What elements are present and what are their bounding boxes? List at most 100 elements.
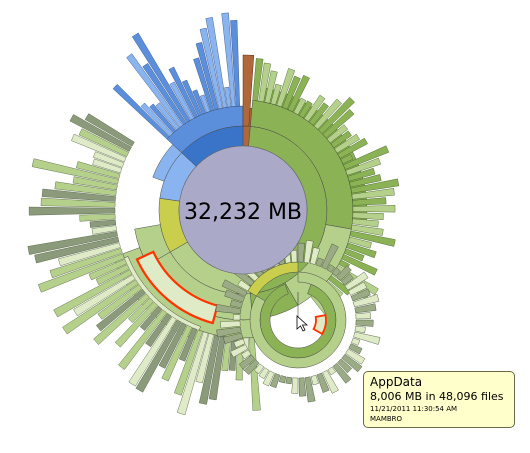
folder-segment[interactable] <box>34 236 120 264</box>
folder-segment[interactable] <box>331 267 341 277</box>
folder-segment[interactable] <box>216 326 242 338</box>
folder-segment[interactable] <box>149 103 177 134</box>
folder-segment[interactable] <box>262 370 275 387</box>
folder-segment[interactable] <box>27 231 118 255</box>
folder-segment[interactable] <box>126 53 184 128</box>
folder-segment[interactable] <box>73 274 136 317</box>
folder-segment[interactable] <box>252 58 264 102</box>
folder-segment[interactable] <box>258 62 272 103</box>
folder-segment[interactable] <box>92 158 123 174</box>
folder-segment[interactable] <box>322 369 339 394</box>
folder-segment[interactable] <box>313 98 343 130</box>
folder-segment[interactable] <box>135 319 182 393</box>
folder-segment[interactable] <box>316 372 330 393</box>
folder-segment[interactable] <box>97 284 143 320</box>
folder-segment[interactable] <box>199 27 223 110</box>
folder-segment[interactable] <box>254 363 265 375</box>
folder-segment[interactable] <box>249 271 347 369</box>
folder-segment[interactable] <box>58 242 121 267</box>
folder-segment[interactable] <box>131 32 191 123</box>
folder-segment[interactable] <box>84 113 135 147</box>
folder-segment[interactable] <box>118 309 167 370</box>
folder-segment[interactable] <box>69 114 132 152</box>
folder-segment[interactable] <box>243 359 260 375</box>
folder-segment[interactable] <box>285 376 293 385</box>
folder-segment[interactable] <box>127 297 154 324</box>
folder-segment[interactable] <box>298 377 307 397</box>
folder-segment[interactable] <box>352 212 384 221</box>
folder-segment[interactable] <box>351 188 395 200</box>
folder-segment[interactable] <box>310 374 319 386</box>
folder-segment[interactable] <box>346 242 377 259</box>
folder-segment[interactable] <box>353 331 381 345</box>
folder-segment[interactable] <box>348 236 372 249</box>
folder-segment[interactable] <box>158 322 187 369</box>
folder-segment[interactable] <box>282 75 301 110</box>
folder-segment[interactable] <box>309 247 320 265</box>
folder-segment[interactable] <box>345 157 381 176</box>
folder-segment[interactable] <box>28 206 116 216</box>
folder-segment[interactable] <box>350 288 371 302</box>
folder-segment[interactable] <box>161 324 193 382</box>
folder-segment[interactable] <box>93 293 150 345</box>
folder-segment[interactable] <box>230 299 243 309</box>
folder-segment[interactable] <box>321 243 339 270</box>
folder-segment[interactable] <box>215 303 242 315</box>
folder-segment[interactable] <box>304 376 316 403</box>
folder-segment[interactable] <box>114 301 158 348</box>
folder-segment[interactable] <box>88 258 128 281</box>
folder-segment[interactable] <box>341 254 378 276</box>
folder-segment[interactable] <box>352 205 396 213</box>
folder-segment[interactable] <box>192 89 206 115</box>
folder-segment[interactable] <box>303 240 314 264</box>
folder-segment[interactable] <box>293 97 307 116</box>
folder-segment[interactable] <box>332 362 352 384</box>
folder-segment[interactable] <box>53 269 133 318</box>
folder-segment[interactable] <box>95 264 130 286</box>
root-folder-node[interactable]: 32,232 MB <box>178 145 308 275</box>
folder-segment[interactable] <box>223 332 244 344</box>
folder-segment[interactable] <box>40 197 116 208</box>
folder-segment[interactable] <box>230 20 240 107</box>
folder-segment[interactable] <box>37 253 125 293</box>
folder-segment[interactable] <box>326 124 349 144</box>
folder-segment[interactable] <box>350 178 400 194</box>
folder-segment[interactable] <box>352 294 380 308</box>
folder-segment[interactable] <box>340 154 354 165</box>
folder-segment[interactable] <box>140 102 173 137</box>
folder-segment[interactable] <box>224 289 245 303</box>
folder-segment[interactable] <box>41 188 116 202</box>
folder-segment[interactable] <box>303 94 326 122</box>
folder-segment[interactable] <box>354 325 366 334</box>
folder-segment[interactable] <box>142 63 187 126</box>
folder-segment[interactable] <box>337 137 368 159</box>
folder-segment[interactable] <box>287 74 310 113</box>
folder-segment[interactable] <box>298 100 313 119</box>
folder-segment[interactable] <box>242 54 255 127</box>
folder-segment[interactable] <box>195 333 215 384</box>
folder-segment[interactable] <box>355 319 374 327</box>
folder-segment[interactable] <box>75 161 121 179</box>
folder-segment[interactable] <box>152 144 182 182</box>
folder-segment[interactable] <box>312 314 327 336</box>
folder-segment[interactable] <box>347 281 368 296</box>
folder-segment[interactable] <box>91 225 117 235</box>
folder-segment[interactable] <box>354 303 377 314</box>
folder-segment[interactable] <box>347 167 376 182</box>
folder-segment[interactable] <box>168 66 199 119</box>
folder-segment[interactable] <box>351 337 361 346</box>
folder-segment[interactable] <box>181 79 202 117</box>
folder-segment[interactable] <box>78 128 130 157</box>
folder-segment[interactable] <box>139 305 163 331</box>
folder-segment[interactable] <box>269 373 281 389</box>
folder-segment[interactable] <box>308 102 329 126</box>
folder-segment[interactable] <box>145 313 172 348</box>
folder-segment[interactable] <box>343 248 365 262</box>
folder-segment[interactable] <box>232 314 241 321</box>
folder-segment[interactable] <box>95 288 146 332</box>
folder-segment[interactable] <box>315 257 324 267</box>
folder-segment[interactable] <box>337 358 353 374</box>
folder-segment[interactable] <box>112 83 170 140</box>
folder-segment[interactable] <box>237 279 251 292</box>
folder-segment[interactable] <box>221 279 248 297</box>
